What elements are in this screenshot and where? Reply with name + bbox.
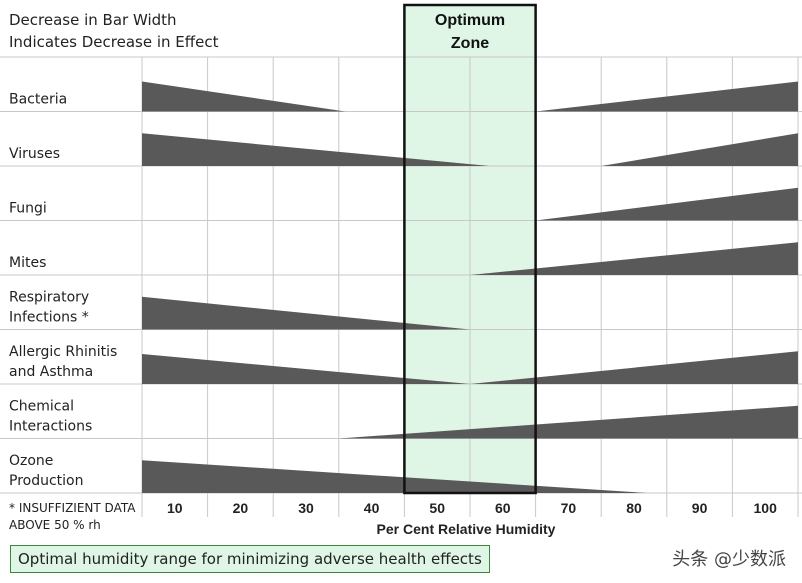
- bar-right-5: [470, 351, 798, 384]
- bar-right-0: [535, 81, 798, 112]
- bar-right-6: [338, 405, 798, 439]
- row-label: Chemical: [9, 399, 74, 415]
- row-label: Viruses: [9, 146, 60, 162]
- optimum-zone-border: [403, 3, 537, 495]
- row-label: Infections *: [9, 310, 89, 326]
- row-label: Allergic Rhinitis: [9, 344, 117, 360]
- bar-right-1: [601, 133, 798, 166]
- row-label: and Asthma: [9, 364, 93, 380]
- row-label: Bacteria: [9, 92, 67, 108]
- header-note-line2: Indicates Decrease in Effect: [9, 33, 219, 51]
- watermark: 头条 @少数派: [672, 549, 786, 570]
- caption-box: Optimal humidity range for minimizing ad…: [10, 545, 490, 573]
- x-tick-label: 20: [233, 500, 249, 516]
- x-tick-label: 70: [561, 500, 577, 516]
- x-tick-label: 90: [692, 500, 708, 516]
- bar-left-0: [142, 81, 346, 112]
- bar-left-7: [142, 460, 648, 493]
- bar-left-1: [142, 133, 490, 166]
- footnote-line2: ABOVE 50 % rh: [9, 518, 101, 532]
- x-tick-label: 60: [495, 500, 511, 516]
- bar-right-2: [535, 187, 798, 221]
- x-tick-label: 10: [167, 500, 183, 516]
- bar-left-5: [142, 354, 470, 384]
- row-label: Interactions: [9, 419, 92, 435]
- row-label: Respiratory: [9, 290, 89, 306]
- row-label: Production: [9, 473, 83, 489]
- optimum-zone-label-line1: Optimum: [435, 12, 505, 29]
- row-label: Fungi: [9, 201, 47, 217]
- footnote-line1: * INSUFFIZIENT DATA: [9, 501, 136, 515]
- header-note: Decrease in Bar Width Indicates Decrease…: [9, 9, 218, 53]
- x-tick-label: 30: [298, 500, 314, 516]
- row-label: Ozone: [9, 453, 53, 469]
- header-note-line1: Decrease in Bar Width: [9, 11, 177, 29]
- x-tick-label: 100: [754, 500, 778, 516]
- x-tick-label: 50: [429, 500, 445, 516]
- x-tick-label: 80: [626, 500, 642, 516]
- optimum-zone-label-line2: Zone: [451, 35, 489, 52]
- row-label: Mites: [9, 255, 46, 271]
- bar-right-3: [470, 242, 798, 275]
- x-axis-label: Per Cent Relative Humidity: [377, 521, 556, 537]
- footnote: * INSUFFIZIENT DATA ABOVE 50 % rh: [9, 500, 135, 534]
- x-tick-label: 40: [364, 500, 380, 516]
- bar-left-4: [142, 296, 470, 330]
